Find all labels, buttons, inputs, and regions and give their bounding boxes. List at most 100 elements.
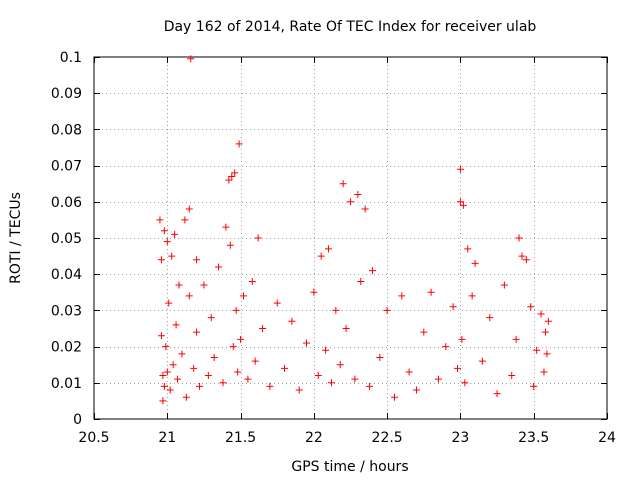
data-point bbox=[193, 328, 201, 336]
data-point bbox=[486, 314, 494, 322]
data-point bbox=[295, 386, 303, 394]
data-point bbox=[157, 332, 165, 340]
data-points bbox=[156, 55, 552, 405]
data-point bbox=[281, 364, 289, 372]
x-tick-label: 22 bbox=[305, 430, 323, 446]
data-point bbox=[464, 245, 472, 253]
data-point bbox=[405, 368, 413, 376]
data-point bbox=[361, 205, 369, 213]
data-point bbox=[229, 343, 237, 351]
data-point bbox=[174, 375, 182, 383]
x-tick-label: 24 bbox=[598, 430, 616, 446]
data-point bbox=[442, 343, 450, 351]
x-tick-label: 21 bbox=[158, 430, 176, 446]
data-point bbox=[156, 216, 164, 224]
data-point bbox=[207, 314, 215, 322]
y-tick-label: 0.07 bbox=[51, 159, 82, 175]
data-point bbox=[368, 267, 376, 275]
x-tick-label: 23 bbox=[452, 430, 470, 446]
y-tick-labels: 0 0.01 0.02 0.03 0.04 0.05 0.06 0.07 0.08 0.09 0.1 bbox=[51, 50, 82, 428]
data-point bbox=[288, 317, 296, 325]
data-point bbox=[248, 277, 256, 285]
data-point bbox=[226, 241, 234, 249]
data-point bbox=[512, 335, 520, 343]
data-point bbox=[357, 277, 365, 285]
data-point bbox=[459, 201, 467, 209]
data-point bbox=[427, 288, 435, 296]
x-tick-label: 21.5 bbox=[225, 430, 256, 446]
data-point bbox=[456, 198, 464, 206]
data-point bbox=[412, 386, 420, 394]
y-tick-label: 0.08 bbox=[51, 122, 82, 138]
data-point bbox=[259, 325, 267, 332]
data-point bbox=[471, 259, 479, 267]
data-point bbox=[163, 238, 171, 246]
data-point bbox=[478, 357, 486, 365]
data-point bbox=[168, 252, 176, 260]
data-point bbox=[166, 386, 174, 394]
data-point bbox=[160, 382, 168, 390]
data-point bbox=[327, 379, 335, 387]
data-point bbox=[515, 234, 523, 242]
data-point bbox=[254, 234, 262, 242]
x-tick-labels: 20.5 21 21.5 22 22.5 23 23.5 24 bbox=[78, 430, 616, 446]
data-point bbox=[185, 292, 193, 300]
chart-title: Day 162 of 2014, Rate Of TEC Index for r… bbox=[164, 19, 537, 35]
data-point bbox=[310, 288, 318, 296]
data-point bbox=[461, 379, 469, 387]
data-point bbox=[266, 382, 274, 390]
data-point bbox=[458, 335, 466, 343]
data-point bbox=[244, 375, 252, 383]
data-point bbox=[240, 292, 248, 300]
data-point bbox=[354, 191, 362, 199]
y-tick-label: 0.04 bbox=[51, 267, 82, 283]
y-tick-label: 0 bbox=[73, 412, 82, 428]
data-point bbox=[537, 310, 545, 318]
data-point bbox=[165, 299, 173, 307]
y-axis-label: ROTI / TECUs bbox=[8, 192, 24, 284]
data-point bbox=[159, 397, 167, 405]
data-point bbox=[398, 292, 406, 300]
y-tick-label: 0.1 bbox=[60, 50, 82, 66]
data-point bbox=[533, 346, 541, 354]
data-point bbox=[453, 364, 461, 372]
data-point bbox=[366, 382, 374, 390]
data-point bbox=[185, 205, 193, 213]
data-point bbox=[325, 245, 333, 253]
data-point bbox=[204, 372, 212, 380]
data-point bbox=[376, 353, 384, 361]
data-point bbox=[162, 343, 170, 351]
data-point bbox=[159, 372, 167, 380]
data-point bbox=[544, 317, 552, 325]
y-tick-label: 0.02 bbox=[51, 340, 82, 356]
y-tick-label: 0.05 bbox=[51, 231, 82, 247]
data-point bbox=[228, 172, 236, 180]
data-point bbox=[449, 303, 457, 311]
data-point bbox=[171, 230, 179, 238]
data-point bbox=[157, 256, 165, 264]
y-tick-label: 0.03 bbox=[51, 303, 82, 319]
data-point bbox=[178, 350, 186, 358]
x-tick-label: 22.5 bbox=[372, 430, 403, 446]
data-point bbox=[541, 328, 549, 336]
data-point bbox=[543, 350, 551, 358]
data-point bbox=[322, 346, 330, 354]
data-point bbox=[160, 227, 168, 235]
data-point bbox=[234, 368, 242, 376]
data-point bbox=[175, 281, 183, 289]
data-point bbox=[187, 55, 195, 63]
data-point bbox=[383, 306, 391, 314]
data-point bbox=[347, 198, 354, 206]
data-point bbox=[493, 390, 501, 398]
data-point bbox=[518, 252, 526, 260]
data-point bbox=[390, 393, 398, 401]
data-point bbox=[522, 256, 530, 264]
data-point bbox=[336, 361, 344, 369]
data-point bbox=[193, 256, 201, 264]
data-point bbox=[434, 375, 442, 383]
data-point bbox=[181, 216, 189, 224]
data-point bbox=[251, 357, 259, 365]
data-point bbox=[342, 325, 350, 332]
data-point bbox=[163, 368, 171, 376]
data-point bbox=[231, 169, 239, 177]
